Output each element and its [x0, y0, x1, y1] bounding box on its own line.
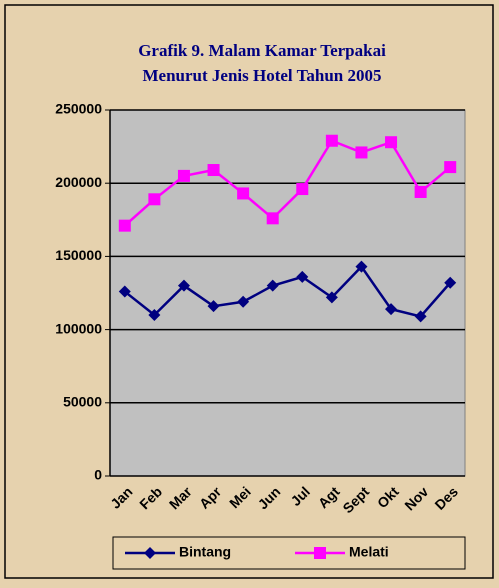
marker — [118, 285, 131, 298]
y-tick-label: 0 — [94, 467, 102, 483]
marker — [266, 212, 279, 225]
marker — [414, 310, 427, 323]
x-tick-label: Mei — [226, 483, 254, 511]
y-tick-label: 250000 — [55, 101, 102, 117]
x-tick-label: Mar — [166, 483, 195, 512]
marker — [444, 161, 457, 174]
marker — [355, 146, 368, 159]
marker — [207, 300, 220, 313]
x-tick-label: Nov — [401, 483, 431, 513]
chart-border — [4, 4, 494, 579]
x-tick-label: Feb — [136, 483, 165, 512]
marker — [325, 134, 338, 147]
y-tick-label: 50000 — [63, 394, 102, 410]
marker — [296, 270, 309, 283]
y-tick-label: 200000 — [55, 174, 102, 190]
x-tick-label: Sept — [339, 483, 372, 516]
marker — [355, 260, 368, 273]
marker — [414, 185, 427, 198]
legend — [112, 536, 466, 570]
legend-label: Melati — [349, 544, 389, 560]
y-tick-label: 150000 — [55, 247, 102, 263]
marker — [237, 295, 250, 308]
x-tick-label: Apr — [196, 483, 225, 512]
x-tick-label: Jan — [107, 483, 135, 511]
marker — [296, 183, 309, 196]
x-tick-label: Okt — [374, 483, 402, 511]
x-tick-label: Jul — [287, 483, 313, 509]
marker — [148, 193, 161, 206]
marker — [177, 169, 190, 182]
x-tick-label: Des — [431, 483, 461, 513]
marker — [148, 308, 161, 321]
chart-title: Menurut Jenis Hotel Tahun 2005 — [143, 66, 382, 85]
x-tick-label: Jun — [255, 483, 284, 512]
marker — [144, 547, 156, 559]
marker — [385, 303, 398, 316]
chart-title: Grafik 9. Malam Kamar Terpakai — [138, 41, 386, 60]
marker — [314, 547, 326, 559]
marker — [325, 291, 338, 304]
marker — [177, 279, 190, 292]
x-tick-label: Agt — [315, 483, 343, 511]
marker — [118, 219, 131, 232]
y-tick-label: 100000 — [55, 320, 102, 336]
marker — [444, 276, 457, 289]
marker — [207, 164, 220, 177]
marker — [237, 187, 250, 200]
legend-label: Bintang — [179, 544, 231, 560]
series-line — [124, 264, 452, 318]
plot-area — [109, 109, 466, 477]
marker — [385, 136, 398, 149]
marker — [266, 279, 279, 292]
